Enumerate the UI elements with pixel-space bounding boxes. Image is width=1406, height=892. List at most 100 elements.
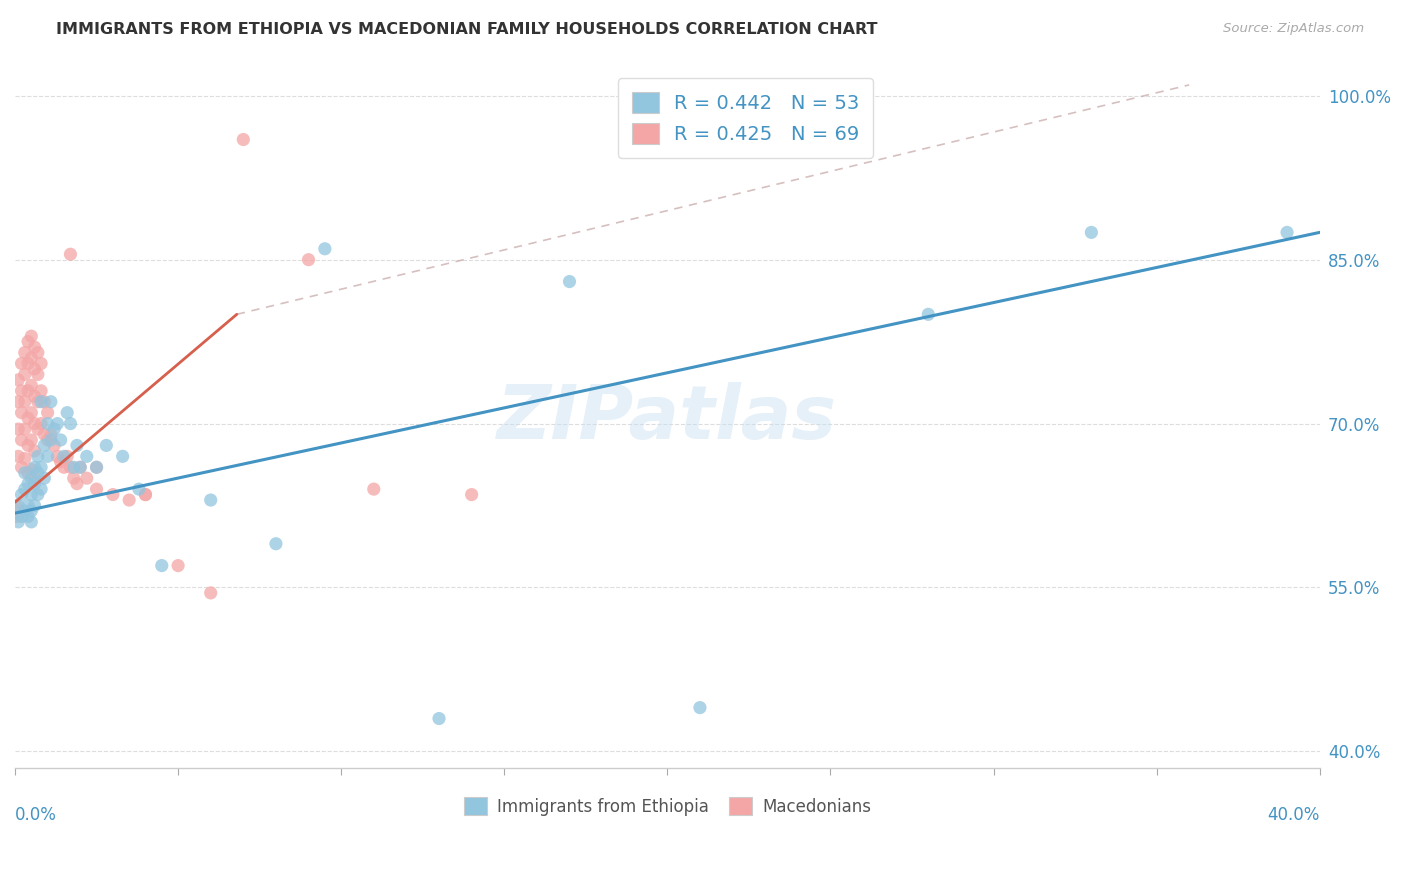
Point <box>24 499 46 513</box>
Point <box>14 451 37 466</box>
Point <box>37 417 59 431</box>
Point <box>558 275 581 289</box>
Point <box>69 460 91 475</box>
Point <box>66 438 89 452</box>
Point <box>59 460 82 475</box>
Point <box>7 422 30 436</box>
Point <box>24 471 46 485</box>
Point <box>128 482 150 496</box>
Point <box>17 334 39 349</box>
Point <box>200 493 222 508</box>
Point <box>24 417 46 431</box>
Point <box>14 482 37 496</box>
Point <box>17 356 39 370</box>
Point <box>76 471 98 485</box>
Point <box>232 132 254 146</box>
Point <box>24 476 46 491</box>
Point <box>30 460 52 475</box>
Point <box>44 438 66 452</box>
Point <box>7 499 30 513</box>
Point <box>27 394 49 409</box>
Text: Source: ZipAtlas.com: Source: ZipAtlas.com <box>1223 22 1364 36</box>
Text: 0.0%: 0.0% <box>15 806 56 824</box>
Point <box>14 504 37 518</box>
Point <box>14 345 37 359</box>
Text: 40.0%: 40.0% <box>1267 806 1320 824</box>
Point <box>427 712 450 726</box>
Point <box>17 476 39 491</box>
Point <box>7 515 30 529</box>
Point <box>10 356 32 370</box>
Point <box>14 394 37 409</box>
Point <box>30 394 52 409</box>
Point <box>30 384 52 398</box>
Point <box>20 433 42 447</box>
Point <box>14 422 37 436</box>
Point <box>66 476 89 491</box>
Point <box>167 558 190 573</box>
Point <box>86 460 108 475</box>
Point <box>17 466 39 480</box>
Point <box>69 460 91 475</box>
Point <box>10 433 32 447</box>
Point <box>34 438 56 452</box>
Point <box>363 482 385 496</box>
Point <box>10 406 32 420</box>
Point <box>44 422 66 436</box>
Point <box>20 406 42 420</box>
Point <box>10 487 32 501</box>
Point <box>917 307 939 321</box>
Text: ZIPatlas: ZIPatlas <box>498 382 838 455</box>
Point <box>24 362 46 376</box>
Point <box>39 433 62 447</box>
Point <box>86 460 108 475</box>
Point <box>17 411 39 425</box>
Point <box>20 487 42 501</box>
Point <box>27 450 49 464</box>
Point <box>86 482 108 496</box>
Point <box>56 406 79 420</box>
Point <box>134 487 156 501</box>
Text: IMMIGRANTS FROM ETHIOPIA VS MACEDONIAN FAMILY HOUSEHOLDS CORRELATION CHART: IMMIGRANTS FROM ETHIOPIA VS MACEDONIAN F… <box>56 22 877 37</box>
Point <box>37 406 59 420</box>
Point <box>14 466 37 480</box>
Point <box>7 373 30 387</box>
Point <box>59 417 82 431</box>
Point <box>20 378 42 392</box>
Point <box>101 487 124 501</box>
Legend: Immigrants from Ethiopia, Macedonians: Immigrants from Ethiopia, Macedonians <box>457 791 877 822</box>
Point <box>27 345 49 359</box>
Point <box>20 515 42 529</box>
Point <box>6 509 28 524</box>
Point <box>4 499 27 513</box>
Point <box>56 450 79 464</box>
Point <box>30 417 52 431</box>
Point <box>52 450 75 464</box>
Point <box>24 340 46 354</box>
Point <box>1080 226 1102 240</box>
Point <box>10 384 32 398</box>
Point <box>689 700 711 714</box>
Point <box>62 460 84 475</box>
Point <box>34 394 56 409</box>
Point <box>52 460 75 475</box>
Point <box>460 487 482 501</box>
Point <box>24 443 46 458</box>
Point <box>20 329 42 343</box>
Point <box>111 450 134 464</box>
Point <box>27 422 49 436</box>
Point <box>62 471 84 485</box>
Point <box>17 438 39 452</box>
Point <box>27 487 49 501</box>
Point <box>297 252 319 267</box>
Point <box>1275 226 1298 240</box>
Point <box>49 455 72 469</box>
Point <box>7 394 30 409</box>
Point <box>39 394 62 409</box>
Point <box>314 242 336 256</box>
Point <box>30 356 52 370</box>
Point <box>20 504 42 518</box>
Point <box>150 558 173 573</box>
Point <box>37 433 59 447</box>
Point <box>59 247 82 261</box>
